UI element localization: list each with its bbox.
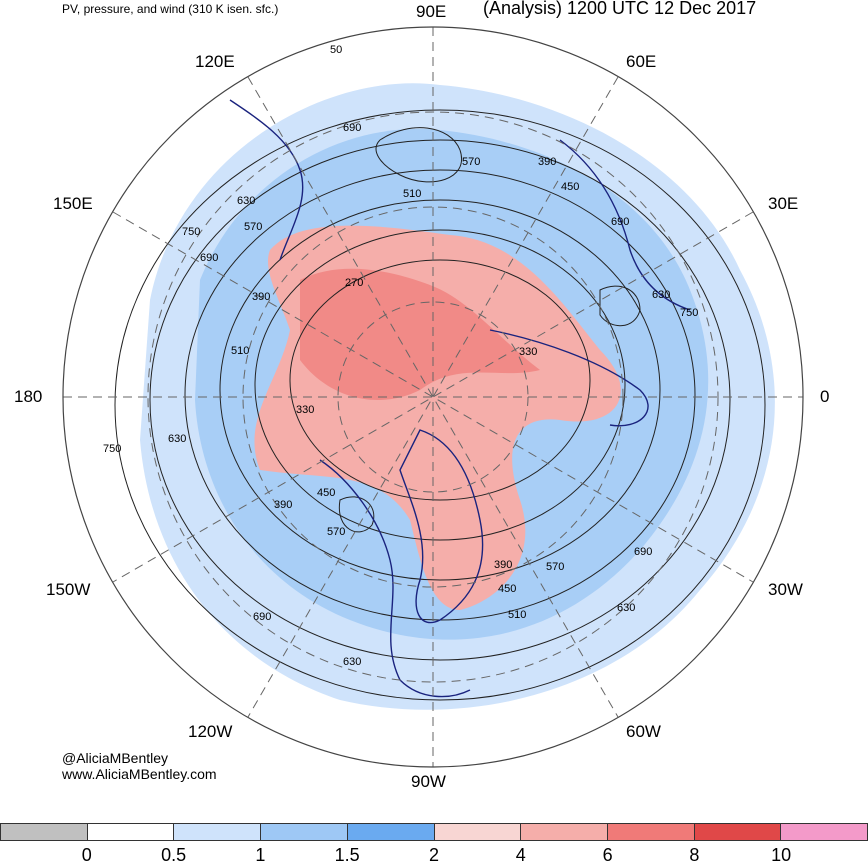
credit-handle: @AliciaMBentley xyxy=(62,750,169,766)
contour-label: 270 xyxy=(345,277,363,289)
contour-label: 510 xyxy=(508,609,526,621)
colorbar-segment xyxy=(780,823,868,841)
colorbar-tick-label: 2 xyxy=(428,845,440,865)
colorbar-tick-label: 6 xyxy=(602,845,613,865)
contour-label: 510 xyxy=(403,188,421,200)
contour-label: 390 xyxy=(252,291,270,303)
contour-label: 570 xyxy=(244,221,262,233)
contour-label: 390 xyxy=(274,499,292,511)
contour-label: 630 xyxy=(343,656,361,668)
contour-label: 510 xyxy=(231,345,249,357)
map-subtitle: PV, pressure, and wind (310 K isen. sfc.… xyxy=(62,2,279,16)
colorbar-segment xyxy=(520,823,607,841)
credits: @AliciaMBentley www.AliciaMBentley.com xyxy=(62,750,217,782)
contour-label: 450 xyxy=(317,487,335,499)
colorbar-tick-label: 0 xyxy=(81,845,92,865)
contour-label: 450 xyxy=(498,583,516,595)
contour-label: 390 xyxy=(538,156,556,168)
contour-label: 570 xyxy=(327,526,345,538)
lon-label-30w: 30W xyxy=(768,580,803,599)
lon-label-180: 180 xyxy=(14,387,43,406)
colorbar-tick-label: 0.5 xyxy=(161,845,187,865)
lon-label-150e: 150E xyxy=(53,194,93,213)
colorbar-segment xyxy=(260,823,347,841)
polar-map: 50 690 570 390 450 510 630 750 690 570 3… xyxy=(62,26,804,768)
colorbar-tick-label: 8 xyxy=(689,845,700,865)
contour-label: 50 xyxy=(330,44,342,56)
colorbar-tick-label: 4 xyxy=(515,845,526,865)
lon-label-0: 0 xyxy=(820,387,830,406)
lon-label-60e: 60E xyxy=(626,52,657,71)
map-boundary xyxy=(62,26,804,768)
lon-label-60w: 60W xyxy=(626,722,661,741)
lon-label-150w: 150W xyxy=(46,580,91,599)
contour-label: 630 xyxy=(237,195,255,207)
contour-label: 690 xyxy=(611,216,629,228)
contour-label: 330 xyxy=(519,346,537,358)
colorbar-segment xyxy=(346,823,434,841)
graticule xyxy=(63,27,803,767)
colorbar-segment xyxy=(693,823,781,841)
colorbar xyxy=(0,823,868,843)
contour-label: 690 xyxy=(634,546,652,558)
contour-label: 330 xyxy=(296,404,314,416)
lon-label-120e: 120E xyxy=(195,52,235,71)
contour-label: 690 xyxy=(200,252,218,264)
lon-label-90e: 90E xyxy=(416,2,447,21)
pv-region-core xyxy=(300,268,540,400)
colorbar-segment xyxy=(86,823,174,841)
contour-label-group: 50 690 570 390 450 510 630 750 690 570 3… xyxy=(103,44,698,668)
contour-label: 570 xyxy=(462,156,480,168)
colorbar-tick-label: 1.5 xyxy=(334,845,360,865)
contour-label: 630 xyxy=(617,602,635,614)
contour-label: 750 xyxy=(680,307,698,319)
pressure-contours xyxy=(114,109,766,701)
contour-label: 690 xyxy=(253,611,271,623)
contour-label: 570 xyxy=(546,561,564,573)
colorbar-segment xyxy=(433,823,521,841)
map-title: (Analysis) 1200 UTC 12 Dec 2017 xyxy=(483,0,757,18)
colorbar-tick-label: 10 xyxy=(771,845,792,865)
contour-label: 630 xyxy=(652,289,670,301)
contour-label: 630 xyxy=(168,433,186,445)
credit-website: www.AliciaMBentley.com xyxy=(62,766,217,782)
contour-label: 750 xyxy=(103,443,121,455)
lon-label-30e: 30E xyxy=(768,194,799,213)
colorbar-tick-label: 1 xyxy=(255,845,266,865)
lon-label-120w: 120W xyxy=(188,722,233,741)
contour-label: 390 xyxy=(494,559,512,571)
contour-label: 690 xyxy=(343,122,361,134)
colorbar-segment xyxy=(173,823,261,841)
colorbar-segment xyxy=(0,823,87,841)
lon-label-90w: 90W xyxy=(411,772,446,791)
contour-label: 750 xyxy=(182,226,200,238)
colorbar-segment xyxy=(606,823,694,841)
contour-label: 450 xyxy=(561,181,579,193)
